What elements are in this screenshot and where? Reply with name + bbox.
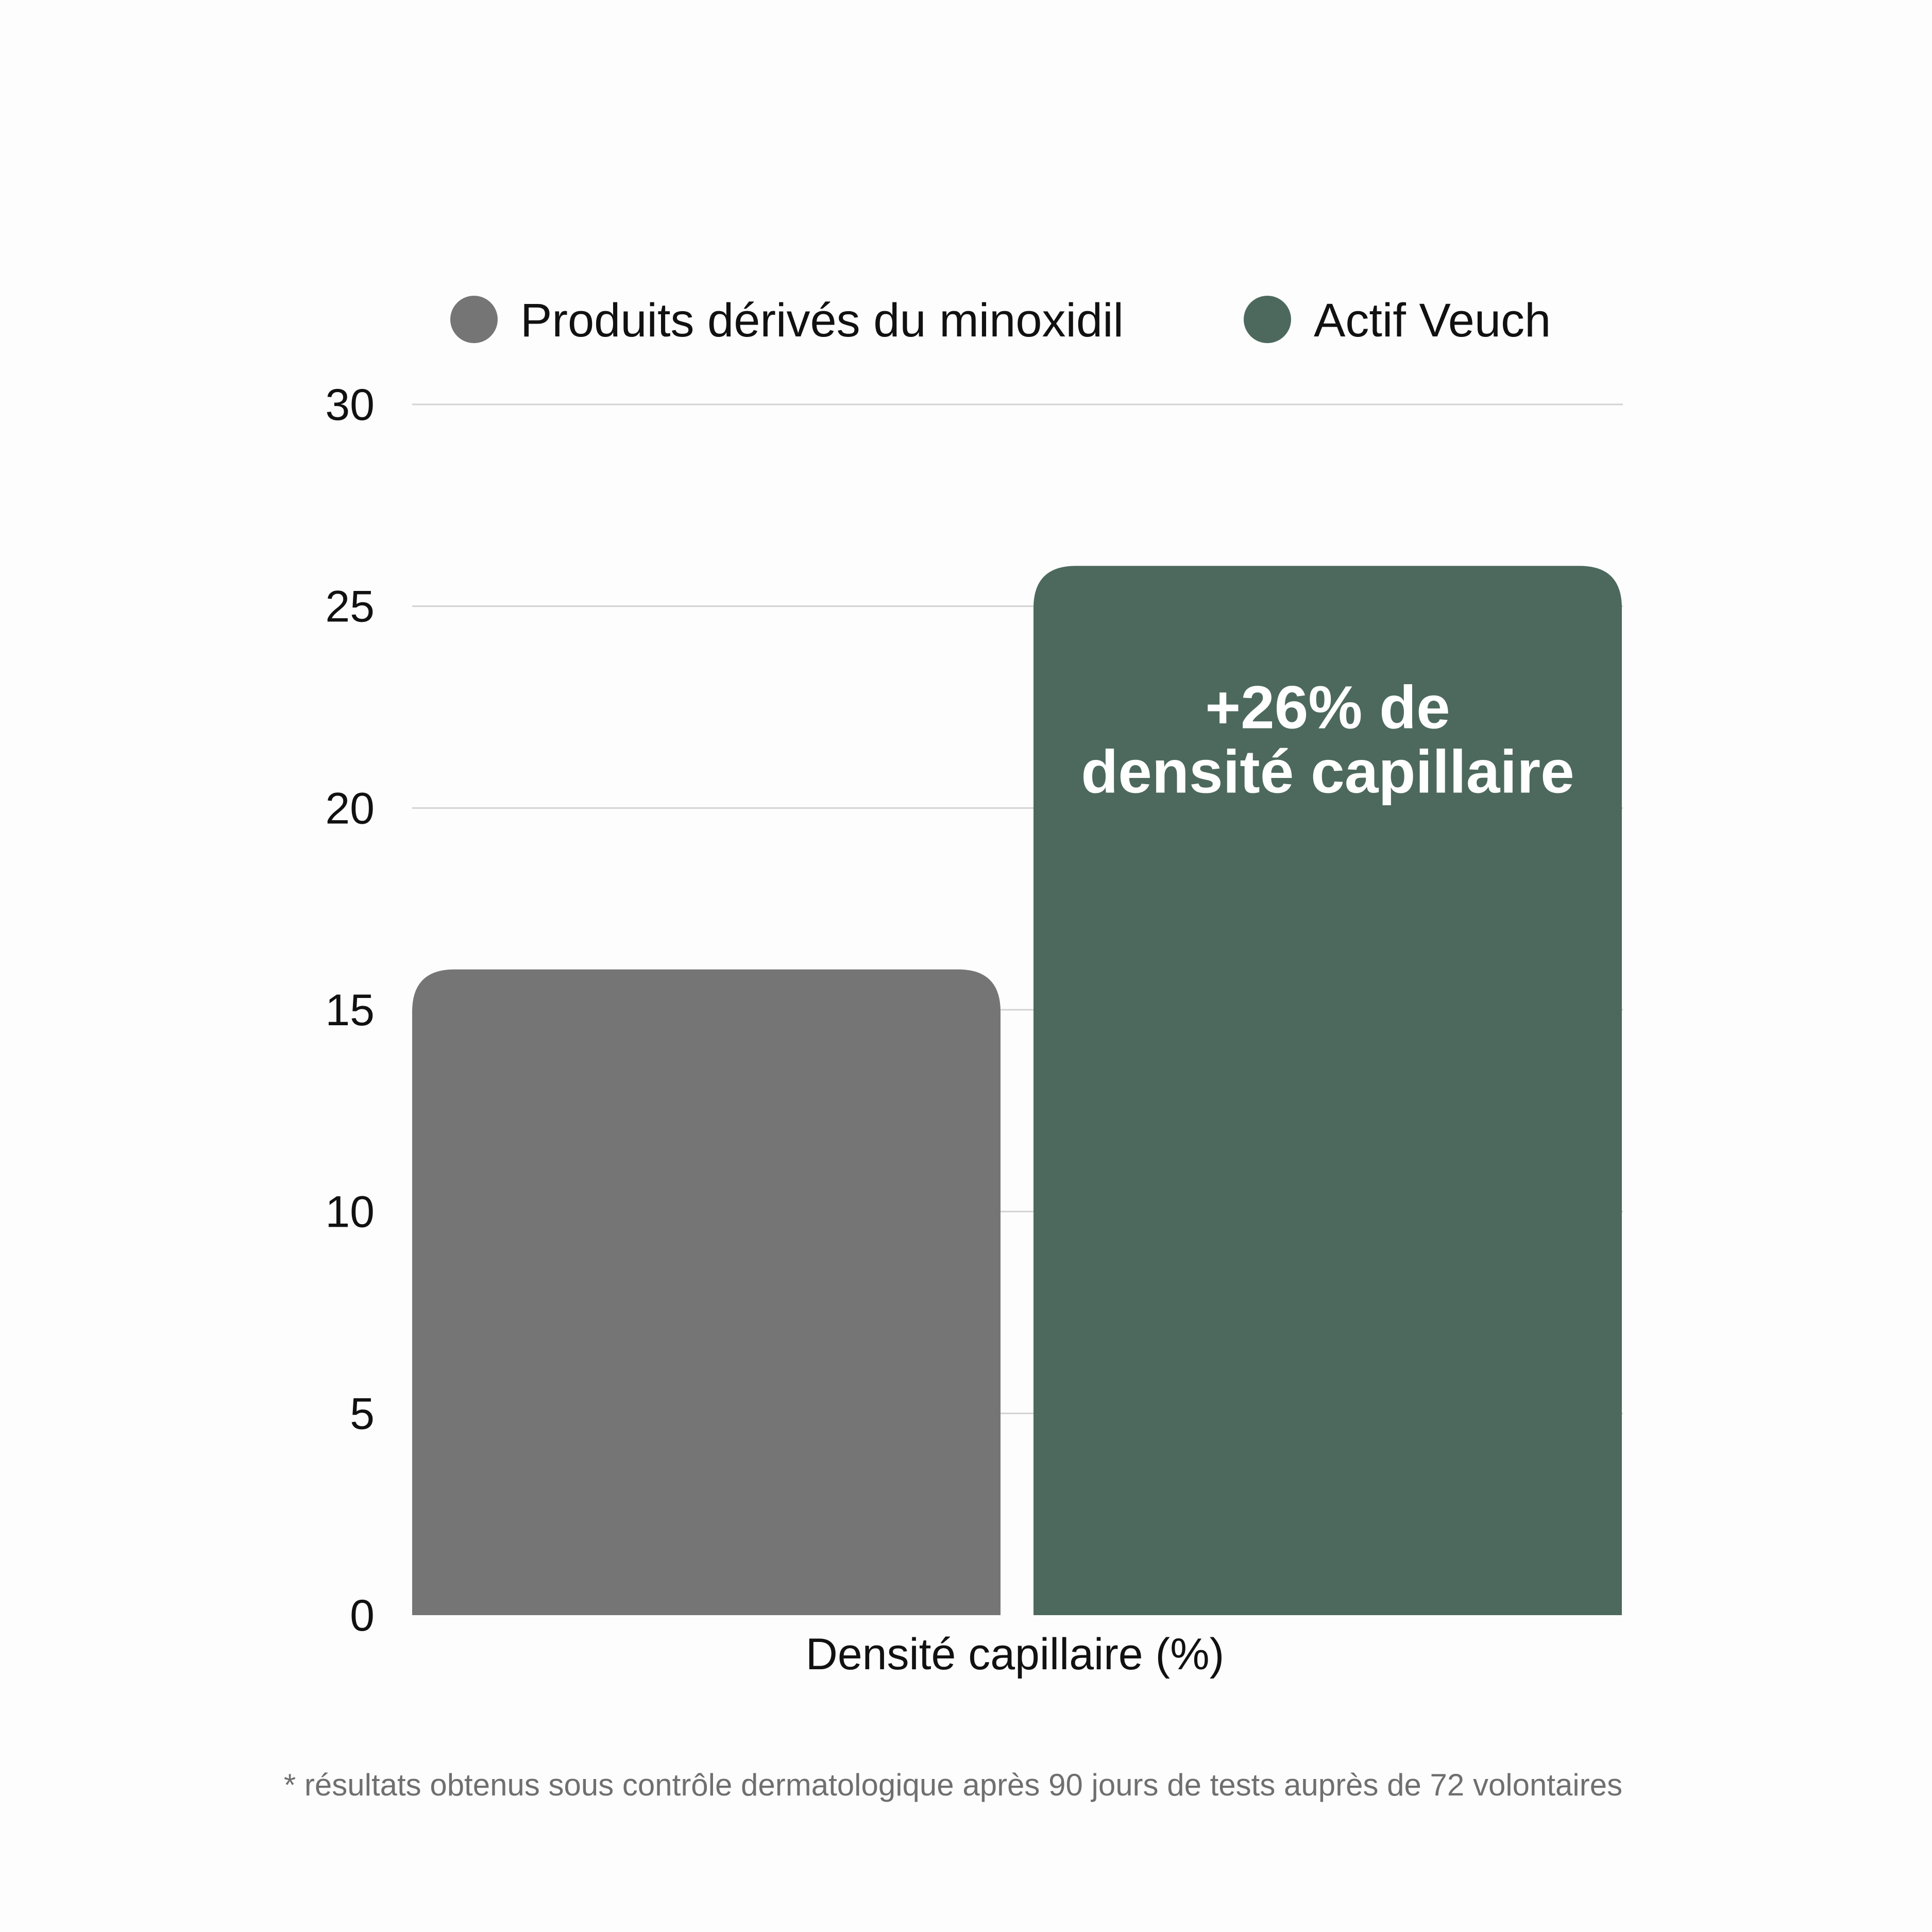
- legend-marker-1: [1244, 296, 1291, 343]
- bar-0: [412, 969, 1001, 1615]
- y-tick-label: 20: [325, 784, 375, 833]
- y-tick-label: 25: [325, 582, 375, 632]
- bars: [412, 566, 1622, 1615]
- y-tick-label: 10: [325, 1188, 375, 1237]
- y-tick-label: 0: [350, 1591, 375, 1640]
- annotation-line-1: densité capillaire: [1081, 738, 1574, 806]
- x-axis-label: Densité capillaire (%): [806, 1630, 1225, 1679]
- footnote: * résultats obtenus sous contrôle dermat…: [284, 1768, 1622, 1802]
- legend-marker-0: [450, 296, 498, 343]
- legend: Produits dérivés du minoxidil Actif Veuch: [450, 294, 1551, 347]
- bar-1: [1033, 566, 1622, 1615]
- y-tick-label: 15: [325, 986, 375, 1035]
- legend-label-1: Actif Veuch: [1314, 294, 1551, 347]
- y-tick-label: 30: [325, 380, 375, 430]
- y-axis-ticks: 0 5 10 15 20 25 30: [325, 380, 375, 1640]
- y-tick-label: 5: [350, 1389, 375, 1438]
- legend-label-0: Produits dérivés du minoxidil: [520, 294, 1124, 347]
- annotation-line-0: +26% de: [1205, 673, 1450, 741]
